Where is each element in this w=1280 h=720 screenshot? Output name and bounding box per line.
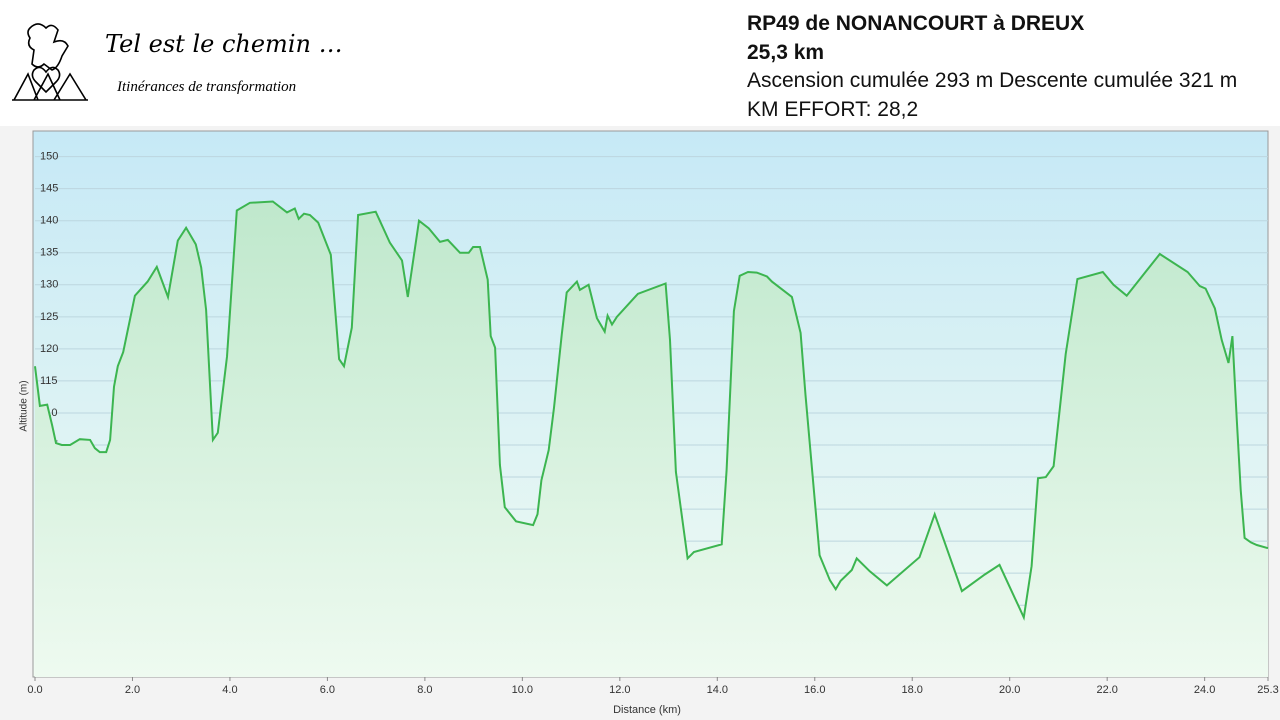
elevation-line	[34, 200, 1269, 621]
x-tick-label: 18.0	[902, 684, 923, 696]
y-tick-label: 120	[40, 343, 58, 355]
info-line: Ascension cumulée 293 m Descente cumulée…	[747, 69, 1238, 92]
tagline: Itinérances de transformation	[117, 79, 297, 95]
x-tick-label: 10.0	[512, 684, 533, 696]
x-tick-label: 14.0	[707, 684, 728, 696]
y-tick-label: 140	[40, 215, 58, 227]
y-tick-label: 130	[40, 279, 58, 291]
x-tick-label: 16.0	[804, 684, 825, 696]
x-tick-label: 20.0	[999, 684, 1020, 696]
header: Tel est le chemin … Itinérances de trans…	[0, 0, 1280, 126]
x-tick-label: 4.0	[222, 684, 237, 696]
x-tick-label: 25.3	[1257, 684, 1278, 696]
x-tick-label: 2.0	[125, 684, 140, 696]
x-tick-label: 24.0	[1194, 684, 1215, 696]
brand: Tel est le chemin …	[105, 30, 343, 58]
chart: Altitude (m) Distance (km) 7580859095100…	[0, 126, 1280, 720]
logo	[12, 23, 88, 101]
x-tick-label: 22.0	[1096, 684, 1117, 696]
x-axis-label: Distance (km)	[613, 704, 681, 716]
x-tick-label: 12.0	[609, 684, 630, 696]
y-tick-label: 115	[40, 375, 58, 387]
y-tick-label: 150	[40, 151, 58, 163]
y-axis-label: Altitude (m)	[19, 380, 30, 431]
route-info: RP49 de NONANCOURT à DREUX 25,3 km Ascen…	[747, 10, 1237, 124]
info-line: KM EFFORT: 28,2	[747, 97, 919, 121]
y-tick-label: 135	[40, 247, 58, 259]
y-tick-label: 145	[40, 183, 58, 195]
area-fill	[35, 201, 1268, 677]
x-tick-label: 8.0	[417, 684, 432, 696]
info-line: 25,3 km	[747, 40, 825, 64]
x-tick-label: 0.0	[27, 684, 42, 696]
info-line: RP49 de NONANCOURT à DREUX	[747, 12, 1085, 35]
y-tick-label: 125	[40, 311, 58, 323]
x-tick-label: 6.0	[320, 684, 335, 696]
